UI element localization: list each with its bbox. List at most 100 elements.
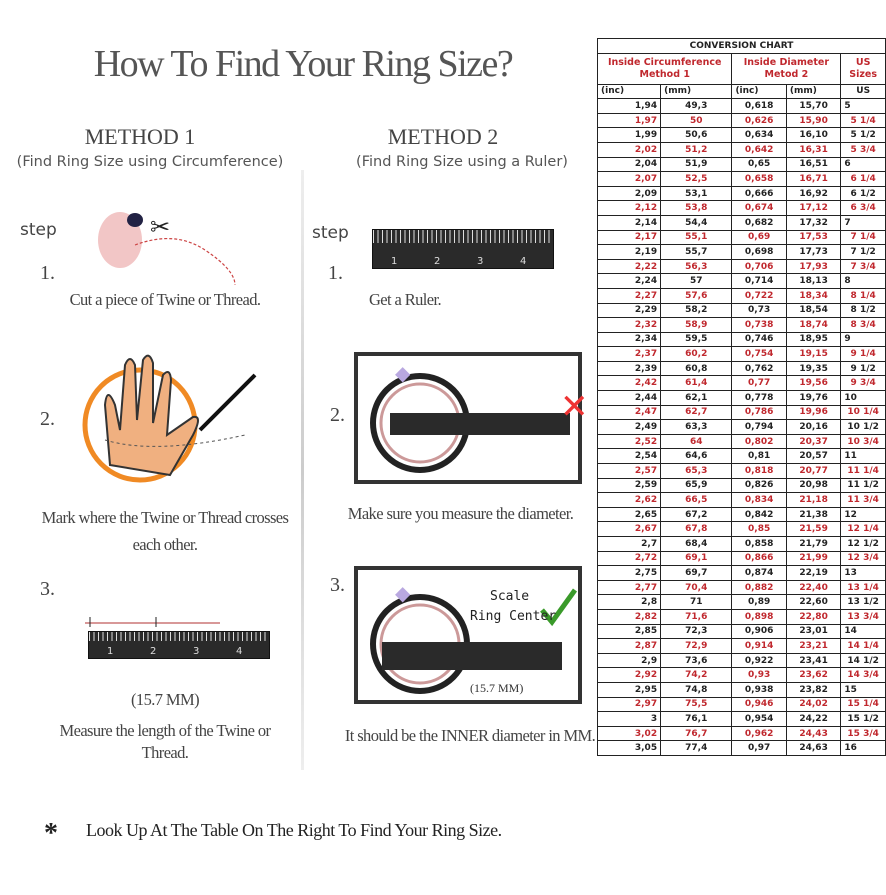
table-cell: 0,858 [731,536,787,552]
table-cell: 23,21 [785,638,842,654]
step-text: Mark where the Twine or Thread crosses e… [41,508,289,554]
method1-subtitle: (Find Ring Size using Circumference) [16,154,284,170]
ruler-number: 4 [236,646,243,657]
measurement-label: (15.7 MM) [131,690,200,709]
table-cell: 10 1/4 [840,404,886,421]
table-cell: 11 1/4 [840,463,886,479]
conversion-chart: CONVERSION CHART Inside Circumference Me… [596,38,886,756]
table-cell: 7 1/2 [840,244,886,260]
table-row: 2,19 55,7 0,698 17,73 7 1/2 [596,244,886,260]
table-cell: 0,762 [731,360,787,377]
table-row: 2,92 74,2 0,93 23,62 14 3/4 [596,667,886,683]
table-cell: 0,826 [731,477,787,494]
table-cell: 21,79 [785,536,842,552]
table-cell: 2,19 [596,244,662,260]
table-cell: 0,938 [731,681,787,698]
table-cell: 13 3/4 [840,608,886,625]
table-cell: 0,898 [731,608,787,625]
table-cell: 5 1/4 [840,112,886,129]
table-cell: 62,7 [660,404,733,421]
table-row: 2,52 64 0,802 20,37 10 3/4 [596,433,886,450]
table-row: 2,67 67,8 0,85 21,59 12 1/4 [596,521,886,537]
table-row: 2,95 74,8 0,938 23,82 15 [596,681,886,698]
table-cell: 7 3/4 [840,258,886,275]
table-row: 3,02 76,7 0,962 24,43 15 3/4 [596,725,886,742]
thread-spool-icon: ✂ [98,212,236,286]
table-cell: 0,674 [731,200,787,216]
table-cell: 11 3/4 [840,492,886,508]
table-cell: 51,2 [660,141,733,158]
table-cell: 0,778 [731,390,787,406]
table-cell: 15,90 [785,112,842,129]
table-cell: 0,954 [731,711,787,727]
table-row: 1,94 49,3 0,618 15,70 5 [596,98,886,114]
table-cell: 0,842 [731,506,787,523]
step-text: Measure the length of the Twine or Threa… [59,721,272,762]
table-cell: 24,43 [785,725,842,742]
ring-ruler-icon: ◆ ✕ [370,363,589,473]
table-cell: 0,658 [731,171,787,187]
table-cell: 18,95 [785,331,842,348]
table-cell: 75,5 [660,696,733,713]
table-cell: 12 3/4 [840,550,886,567]
table-cell: 0,698 [731,244,787,260]
table-cell: 0,618 [731,98,787,114]
table-cell: 51,9 [660,156,733,173]
table-cell: 0,746 [731,331,787,348]
table-row: 2,57 65,3 0,818 20,77 11 1/4 [596,463,886,479]
table-cell: 2,07 [596,171,662,187]
table-row: 2,47 62,7 0,786 19,96 10 1/4 [596,404,886,421]
step-number: 1. [40,262,55,284]
step-text: It should be the INNER diameter in MM. [344,726,596,745]
table-cell: 61,4 [660,375,733,392]
table-cell: 22,60 [785,594,842,610]
table-cell: 14 1/2 [840,652,886,669]
step-number: 3. [330,574,345,596]
ruler: 1 2 3 4 [88,631,270,659]
table-cell: 2,77 [596,579,662,596]
table-cell: 17,32 [785,214,842,231]
table-cell: 74,8 [660,681,733,698]
table-cell: 76,7 [660,725,733,742]
table-row: 2,7 68,4 0,858 21,79 12 1/2 [596,536,886,552]
table-cell: 6 3/4 [840,200,886,216]
table-cell: 0,818 [731,463,787,479]
table-cell: 2,87 [596,638,662,654]
table-row: 2,29 58,2 0,73 18,54 8 1/2 [596,302,886,319]
table-cell: 57,6 [660,287,733,304]
table-cell: 18,54 [785,302,842,319]
table-cell: 8 3/4 [840,317,886,333]
table-row: 2,65 67,2 0,842 21,38 12 [596,506,886,523]
table-cell: 55,1 [660,229,733,246]
table-cell: 24,02 [785,696,842,713]
table-row: 2,85 72,3 0,906 23,01 14 [596,623,886,640]
table-row: 2,59 65,9 0,826 20,98 11 1/2 [596,477,886,494]
table-cell: 19,76 [785,390,842,406]
table-cell: 2,72 [596,550,662,567]
table-cell: 67,2 [660,506,733,523]
table-cell: 23,82 [785,681,842,698]
table-cell: 0,85 [731,521,787,537]
table-cell: 2,27 [596,287,662,304]
table-row: 2,54 64,6 0,81 20,57 11 [596,448,886,465]
table-row: 2,17 55,1 0,69 17,53 7 1/4 [596,229,886,246]
table-title: CONVERSION CHART [597,38,886,54]
table-cell: 0,866 [731,550,787,567]
table-row: 1,99 50,6 0,634 16,10 5 1/2 [596,127,886,143]
table-cell: 0,626 [731,112,787,129]
table-cell: 69,1 [660,550,733,567]
table-cell: 0,666 [731,185,787,202]
table-cell: 6 1/4 [840,171,886,187]
ring-center-icon: ◆ [370,583,578,694]
table-cell: 10 3/4 [840,433,886,450]
table-cell: 65,9 [660,477,733,494]
inner-diameter-frame [354,566,582,704]
ruler-number: 2 [150,646,157,657]
table-row: 2,32 58,9 0,738 18,74 8 3/4 [596,317,886,333]
table-cell: 19,15 [785,346,842,362]
table-cell: 15,70 [785,98,842,114]
table-row: 2,82 71,6 0,898 22,80 13 3/4 [596,608,886,625]
table-cell: 2,24 [596,273,662,289]
svg-text:✂: ✂ [150,215,170,241]
table-cell: 0,93 [731,667,787,683]
